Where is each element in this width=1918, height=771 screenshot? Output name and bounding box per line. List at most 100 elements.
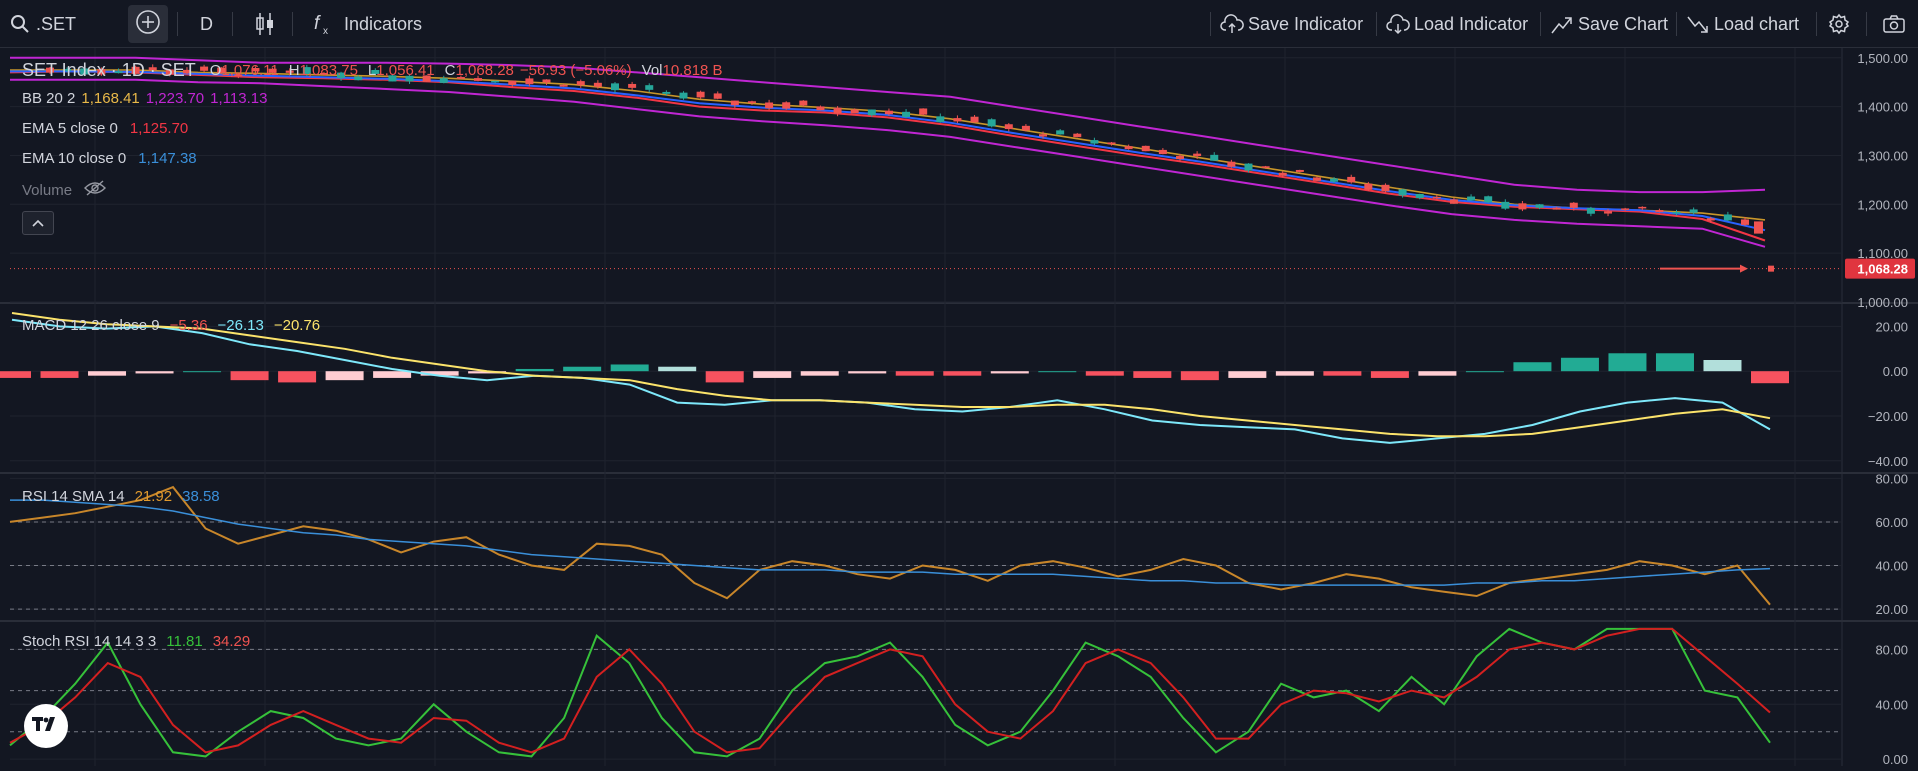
symbol-search-button[interactable]: .SET bbox=[10, 0, 76, 48]
macd-value: −26.13 bbox=[217, 317, 264, 334]
snapshot-button[interactable] bbox=[1882, 0, 1906, 48]
macd-pane bbox=[0, 312, 1789, 444]
macd-histogram-bar bbox=[1180, 371, 1219, 381]
candle-body bbox=[1312, 177, 1321, 181]
save-indicator-label: Save Indicator bbox=[1248, 13, 1364, 34]
save-indicator-button[interactable]: Save Indicator bbox=[1220, 0, 1363, 48]
svg-text:x: x bbox=[323, 26, 328, 36]
candles-icon bbox=[254, 11, 276, 37]
toolbar-divider bbox=[1376, 12, 1377, 36]
interval-button[interactable]: D bbox=[200, 0, 213, 48]
macd-histogram-bar bbox=[1418, 371, 1457, 376]
svg-text:f: f bbox=[314, 13, 321, 34]
candle-body bbox=[1432, 196, 1441, 199]
macd-histogram-bar bbox=[610, 364, 649, 372]
candle-body bbox=[1193, 153, 1202, 157]
toolbar-divider bbox=[1676, 12, 1677, 36]
macd-histogram-bar bbox=[1323, 371, 1362, 376]
load-indicator-label: Load Indicator bbox=[1414, 13, 1529, 34]
price-tick-label: 1,500.00 bbox=[1857, 51, 1908, 66]
macd-histogram-bar bbox=[515, 368, 554, 372]
symbol-title: SET Index · 1D · SET bbox=[22, 60, 196, 80]
candle-body bbox=[268, 68, 277, 73]
collapse-legend-button[interactable] bbox=[22, 211, 54, 235]
stoch-d-value: 34.29 bbox=[212, 633, 251, 650]
candle-body bbox=[1518, 203, 1527, 210]
candle-body bbox=[1004, 124, 1013, 130]
macd-signal-line bbox=[11, 312, 1771, 438]
ema5-label: EMA 5 close 0 bbox=[22, 120, 118, 137]
toolbar-divider bbox=[232, 12, 233, 36]
chart-type-button[interactable] bbox=[254, 0, 276, 48]
candle-body bbox=[953, 118, 962, 122]
ema10-legend[interactable]: EMA 10 close 0 1,147.38 bbox=[22, 150, 197, 167]
macd-histogram-bar bbox=[1465, 371, 1504, 373]
macd-histogram-bar bbox=[563, 366, 602, 372]
load-chart-button[interactable]: Load chart bbox=[1686, 0, 1799, 48]
candle-body bbox=[1569, 202, 1578, 208]
price-pane bbox=[9, 56, 1842, 273]
candle-body bbox=[542, 79, 551, 83]
stoch-legend[interactable]: Stoch RSI 14 14 3 3 11.81 34.29 bbox=[22, 633, 250, 650]
candle-body bbox=[730, 100, 739, 106]
bb-upper-line bbox=[10, 56, 1766, 194]
candle-body bbox=[1347, 176, 1356, 183]
candle-body bbox=[285, 70, 294, 73]
tradingview-logo[interactable] bbox=[24, 704, 68, 748]
macd-tick-label: −20.00 bbox=[1868, 409, 1908, 424]
settings-button[interactable] bbox=[1828, 0, 1850, 48]
candle-body bbox=[936, 116, 945, 123]
macd-histogram-bar bbox=[1370, 371, 1409, 378]
candle-body bbox=[182, 69, 191, 74]
rsi-tick-label: 60.00 bbox=[1875, 515, 1908, 530]
candle-body bbox=[456, 77, 465, 79]
candle-body bbox=[713, 93, 722, 99]
load-indicator-button[interactable]: Load Indicator bbox=[1386, 0, 1528, 48]
candle-body bbox=[1141, 145, 1150, 152]
ema5-legend[interactable]: EMA 5 close 0 1,125.70 bbox=[22, 120, 188, 137]
candle-body bbox=[1364, 183, 1373, 190]
eye-hidden-icon[interactable] bbox=[84, 180, 107, 200]
last-price-badge bbox=[1845, 258, 1915, 279]
close-value: 1,068.28 bbox=[455, 62, 514, 79]
candle-body bbox=[1107, 142, 1116, 145]
candle-body bbox=[1638, 206, 1647, 209]
macd-histogram-bar bbox=[230, 371, 269, 381]
candle-body bbox=[799, 100, 808, 106]
candle-body bbox=[131, 66, 140, 74]
candle-body bbox=[337, 72, 346, 79]
candle-body bbox=[1689, 209, 1698, 213]
macd-histogram-bar bbox=[705, 371, 744, 383]
volume-legend[interactable]: Volume bbox=[22, 180, 107, 200]
cloud-download-icon bbox=[1386, 13, 1410, 35]
macd-signal-value: −20.76 bbox=[273, 317, 321, 334]
save-chart-button[interactable]: Save Chart bbox=[1550, 0, 1668, 48]
high-value: 1,083.75 bbox=[299, 62, 358, 79]
candle-body bbox=[611, 83, 619, 91]
macd-tick-label: −40.00 bbox=[1868, 454, 1908, 469]
candle-body bbox=[833, 107, 842, 114]
candle-body bbox=[1278, 172, 1287, 176]
candle-body bbox=[405, 75, 414, 82]
candle-body bbox=[1484, 196, 1493, 203]
candle-body bbox=[816, 106, 825, 111]
bb-legend[interactable]: BB 20 2 1,168.41 1,223.70 1,113.13 bbox=[22, 90, 267, 107]
chart-canvas[interactable]: 1,500.00 1,400.00 1,300.00 1,200.00 1,100.00… bbox=[0, 48, 1918, 767]
candle-body bbox=[1723, 214, 1732, 221]
candle-body bbox=[1449, 199, 1458, 204]
stoch-k-line bbox=[9, 627, 1771, 758]
stoch-tick-label: 40.00 bbox=[1875, 697, 1908, 712]
compare-symbol-button[interactable] bbox=[128, 5, 168, 43]
macd-legend[interactable]: MACD 12 26 close 9 −5.36 −26.13 −20.76 bbox=[22, 317, 320, 334]
macd-histogram-bar bbox=[1751, 371, 1789, 384]
rsi-legend[interactable]: RSI 14 SMA 14 21.92 38.58 bbox=[22, 488, 220, 505]
candle-body bbox=[884, 110, 893, 115]
candle-body bbox=[1415, 193, 1424, 199]
macd-histogram-bar bbox=[990, 371, 1029, 374]
toolbar-divider bbox=[292, 12, 293, 36]
chart-area[interactable]: 1,500.00 1,400.00 1,300.00 1,200.00 1,100.00… bbox=[0, 48, 1918, 767]
stoch-rsi-pane bbox=[9, 627, 1842, 758]
rsi-label: RSI 14 SMA 14 bbox=[22, 488, 125, 505]
